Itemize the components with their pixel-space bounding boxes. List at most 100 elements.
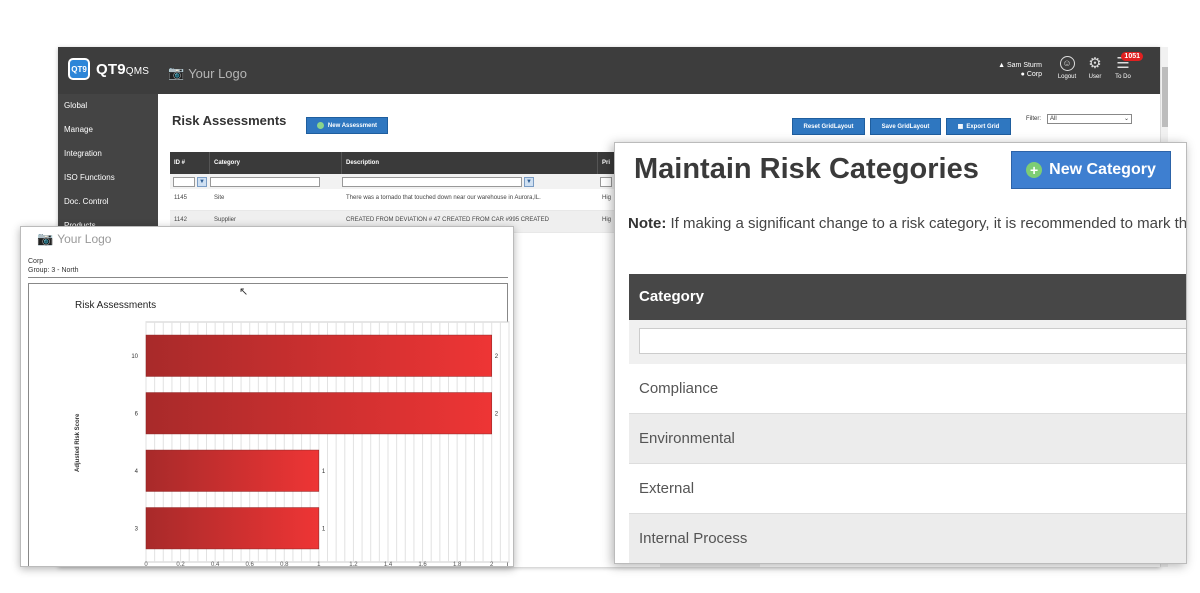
new-assessment-button[interactable]: New Assessment — [306, 117, 388, 134]
category-row-environmental[interactable]: Environmental — [629, 414, 1186, 464]
column-header-id[interactable]: ID # — [170, 152, 210, 174]
scrollbar-thumb[interactable] — [1162, 67, 1168, 127]
data-label: 2 — [495, 354, 499, 360]
chart-your-logo: 📷 Your Logo — [37, 231, 111, 247]
note-text: Note: If making a significant change to … — [628, 215, 1187, 232]
user-button[interactable]: ⚙ User — [1080, 56, 1110, 80]
new-assessment-label: New Assessment — [327, 122, 378, 129]
note-body: If making a significant change to a risk… — [666, 215, 1187, 232]
x-tick-label: 0.8 — [280, 562, 289, 567]
camera-icon: 📷 — [37, 231, 54, 246]
header-logo-text: Your Logo — [188, 65, 247, 81]
id-filter-input[interactable] — [173, 176, 195, 187]
logout-button[interactable]: ☺ Logout — [1052, 56, 1082, 80]
chart-logo-text: Your Logo — [57, 232, 112, 246]
column-header-description[interactable]: Description — [342, 152, 598, 174]
cell-category: Supplier — [214, 217, 237, 223]
mouse-cursor-icon: ↖ — [239, 286, 249, 298]
y-tick-label: 3 — [135, 526, 139, 532]
cell-priority: Hig — [602, 195, 612, 201]
qt9-badge-icon: QT9 — [68, 58, 90, 80]
description-filter-input[interactable] — [342, 176, 522, 187]
todo-count-badge: 1051 — [1121, 52, 1143, 61]
data-label: 1 — [322, 526, 326, 532]
categories-table: Category Compliance Environmental Extern… — [629, 274, 1186, 563]
column-header-category[interactable]: Category — [629, 274, 1186, 320]
x-tick-label: 0.4 — [211, 562, 220, 567]
x-tick-label: 1.6 — [418, 562, 427, 567]
sidebar-item-integration[interactable]: Integration — [64, 149, 102, 158]
brand-sub: QMS — [125, 65, 150, 77]
page-title: Risk Assessments — [172, 113, 287, 128]
sidebar-item-products[interactable]: Products — [58, 214, 158, 238]
header-your-logo: 📷 Your Logo — [168, 65, 247, 81]
sidebar-item-global[interactable]: Global — [64, 101, 88, 110]
priority-filter-input[interactable] — [600, 176, 612, 187]
bar — [145, 449, 320, 492]
filter-label: Filter: — [1026, 116, 1041, 122]
new-category-button[interactable]: + New Category — [1011, 151, 1171, 189]
sidebar-item-iso-functions[interactable]: ISO Functions — [64, 173, 115, 182]
category-row-internal-process[interactable]: Internal Process — [629, 514, 1186, 563]
grid-icon: ▦ — [957, 124, 964, 130]
filter-icon[interactable]: ▼ — [197, 176, 207, 187]
sidebar-item-doc-control[interactable]: Doc. Control — [64, 197, 109, 206]
filter-select[interactable]: All ⌄ — [1047, 114, 1132, 124]
export-grid-label: Export Grid — [966, 123, 1000, 130]
location-pin-icon: ● — [1020, 71, 1025, 78]
bar — [145, 507, 320, 550]
user-location: Corp — [1026, 71, 1042, 78]
maintain-risk-categories-panel: Maintain Risk Categories + New Category … — [614, 142, 1187, 564]
camera-icon: 📷 — [168, 65, 185, 80]
filter-value: All — [1050, 116, 1057, 122]
chevron-down-icon: ⌄ — [1123, 116, 1129, 122]
user-label: User — [1088, 74, 1102, 80]
bar — [145, 392, 492, 435]
risk-assessments-grid: ID # Category Description Pri ▼ ▼ 1145 — [170, 152, 620, 233]
reset-gridlayout-button[interactable]: Reset GridLayout — [792, 118, 865, 135]
logout-label: Logout — [1057, 74, 1077, 80]
new-category-label: New Category — [1049, 161, 1156, 178]
category-filter-select[interactable] — [210, 176, 320, 187]
save-gridlayout-button[interactable]: Save GridLayout — [870, 118, 941, 135]
category-filter-input[interactable] — [639, 328, 1186, 354]
x-tick-label: 0.6 — [246, 562, 255, 567]
brand-main: QT9 — [96, 60, 126, 78]
x-tick-label: 0 — [144, 562, 148, 567]
cell-description: There was a tornado that touched down ne… — [346, 195, 541, 201]
todo-button[interactable]: ☰ To Do 1051 — [1108, 52, 1143, 80]
x-tick-label: 1.2 — [349, 562, 358, 567]
data-label: 1 — [322, 469, 326, 475]
filter-icon[interactable]: ▼ — [524, 176, 534, 187]
y-tick-label: 4 — [135, 469, 139, 475]
bar — [145, 334, 492, 377]
grid-filter-row: ▼ ▼ — [170, 174, 620, 189]
chart-corp: Corp — [28, 258, 44, 265]
export-grid-button[interactable]: ▦ Export Grid — [946, 118, 1011, 135]
chart-title: Risk Assessments — [75, 300, 156, 311]
cell-category: Site — [214, 195, 225, 201]
panel-title: Maintain Risk Categories — [634, 153, 979, 185]
category-filter-row — [629, 320, 1186, 364]
divider — [28, 277, 508, 278]
user-name: Sam Sturm — [1006, 62, 1042, 69]
plus-icon: + — [1026, 162, 1043, 178]
category-row-external[interactable]: External — [629, 464, 1186, 514]
x-tick-label: 1 — [317, 562, 321, 567]
table-row[interactable]: 1145 Site There was a tornado that touch… — [170, 189, 620, 211]
cell-id: 1142 — [174, 217, 187, 223]
risk-chart-panel: 📷 Your Logo Corp Group: 3 - North Risk A… — [20, 226, 514, 567]
category-row-compliance[interactable]: Compliance — [629, 364, 1186, 414]
column-header-category[interactable]: Category — [210, 152, 342, 174]
todo-label: To Do — [1115, 74, 1131, 80]
x-tick-label: 0.2 — [176, 562, 185, 567]
y-tick-label: 6 — [135, 411, 139, 417]
brand-logo[interactable]: QT9 QT9QMS — [68, 58, 149, 80]
app-header: QT9 QT9QMS 📷 Your Logo ▲ Sam Sturm ● Cor… — [58, 47, 1160, 94]
cell-id: 1145 — [174, 195, 187, 201]
person-icon: ▲ — [998, 62, 1006, 69]
grid-header: ID # Category Description Pri — [170, 152, 620, 174]
sidebar-item-manage[interactable]: Manage — [64, 125, 93, 134]
